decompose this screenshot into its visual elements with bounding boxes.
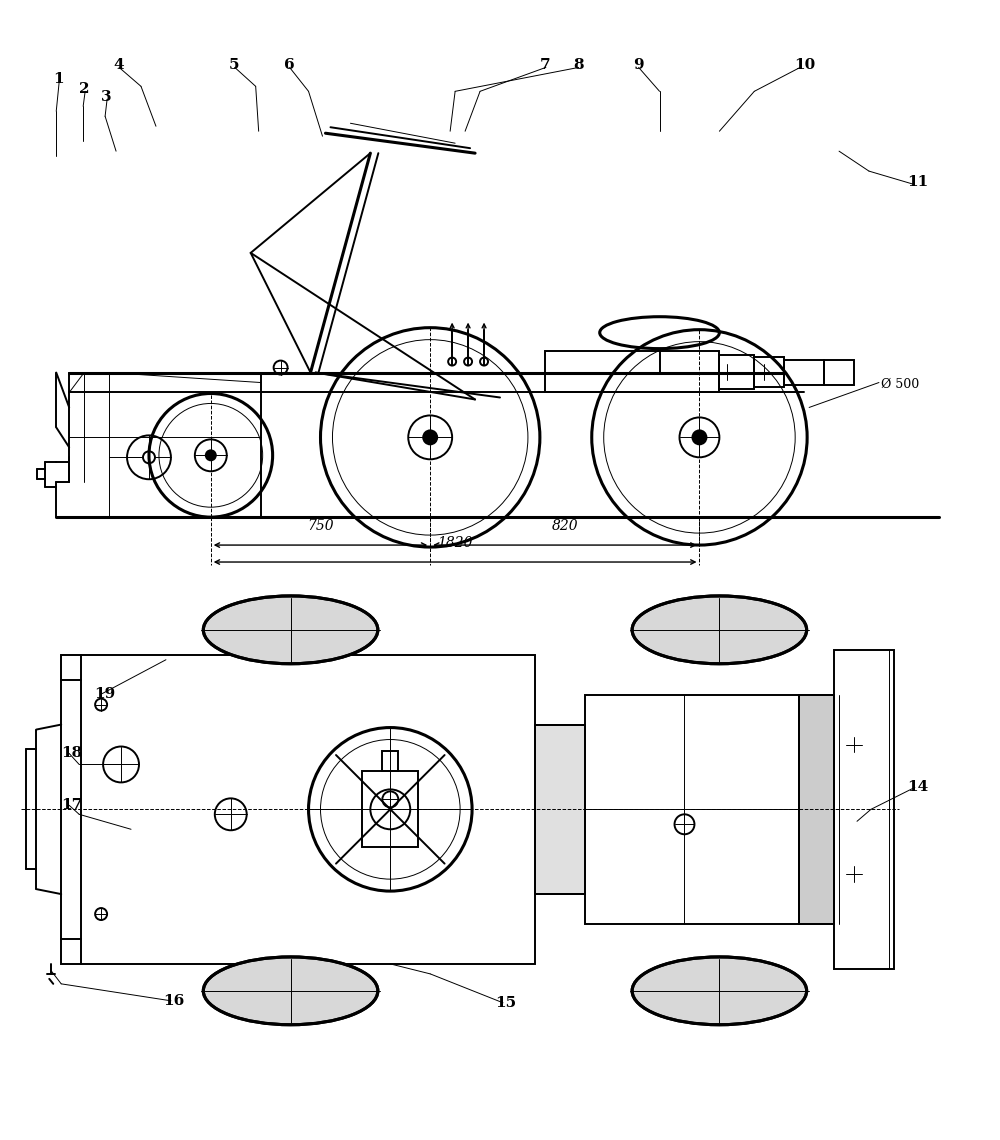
Bar	[545, 351, 719, 392]
Text: 1: 1	[53, 72, 64, 87]
Circle shape	[206, 450, 216, 461]
Text: 1820: 1820	[437, 536, 473, 551]
Ellipse shape	[600, 317, 719, 349]
Circle shape	[423, 431, 437, 445]
Text: 8: 8	[573, 58, 583, 73]
Ellipse shape	[203, 956, 378, 1025]
Bar	[754, 357, 784, 386]
Text: 11: 11	[907, 176, 928, 189]
Text: 3: 3	[101, 90, 112, 104]
Text: 2: 2	[79, 82, 90, 96]
Bar	[362, 772, 418, 847]
Text: 5: 5	[229, 58, 239, 73]
Text: 7: 7	[540, 58, 551, 73]
Bar	[535, 725, 585, 894]
Bar	[784, 359, 824, 384]
Ellipse shape	[632, 956, 807, 1025]
Ellipse shape	[632, 596, 807, 663]
Text: 17: 17	[61, 798, 82, 813]
Bar	[382, 751, 398, 772]
Bar	[799, 694, 834, 925]
Text: 18: 18	[61, 747, 82, 760]
Text: 750: 750	[307, 519, 334, 534]
Ellipse shape	[203, 596, 378, 663]
Text: 16: 16	[163, 994, 184, 1008]
Bar	[585, 694, 799, 925]
Text: Ø 500: Ø 500	[881, 377, 919, 391]
Bar	[719, 355, 754, 389]
Text: 820: 820	[552, 519, 578, 534]
Bar	[61, 654, 535, 964]
Text: 4: 4	[113, 58, 124, 73]
Text: 14: 14	[907, 781, 928, 795]
Bar	[535, 725, 585, 894]
Text: 19: 19	[94, 686, 115, 701]
Bar	[799, 694, 834, 925]
Bar	[824, 359, 854, 384]
Text: 10: 10	[794, 58, 815, 73]
Bar	[834, 650, 894, 969]
Text: 9: 9	[633, 58, 643, 73]
Circle shape	[143, 451, 155, 463]
Circle shape	[692, 431, 706, 445]
Text: 6: 6	[284, 58, 294, 73]
Text: 15: 15	[495, 995, 516, 1010]
